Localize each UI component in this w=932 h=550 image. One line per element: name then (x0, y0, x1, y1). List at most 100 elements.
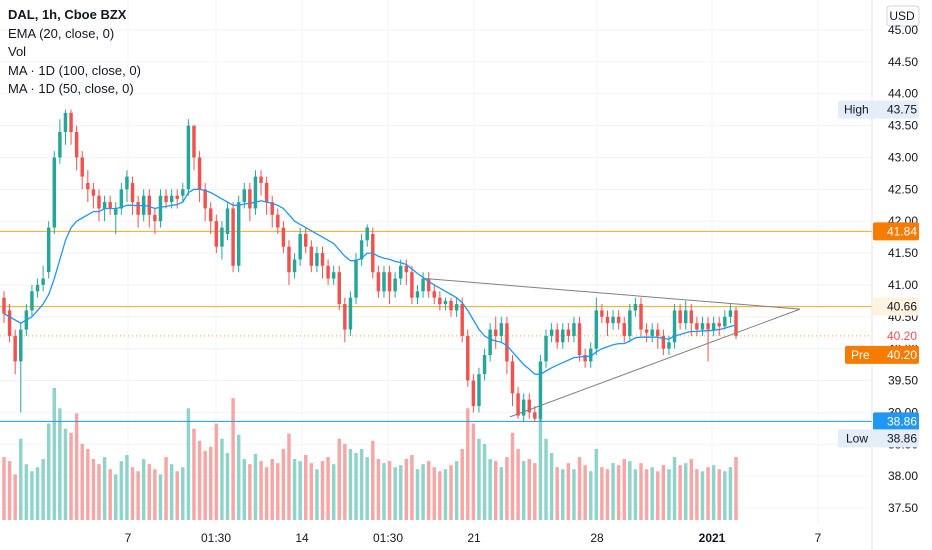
candle (225, 202, 230, 241)
candle (454, 297, 459, 317)
candle (538, 355, 543, 422)
candle (287, 240, 291, 285)
candle (566, 323, 571, 343)
candle-body (175, 195, 179, 199)
mid-level-tag: 40.66 (873, 297, 919, 316)
candle-body (125, 176, 129, 190)
candle (421, 272, 425, 298)
volume-bar (639, 463, 643, 520)
volume-bar (723, 471, 727, 520)
mid-level-tag-value: 40.66 (887, 300, 917, 314)
volume-bar (264, 467, 269, 520)
high-tag-value: 43.75 (887, 103, 917, 117)
volume-bar (292, 459, 297, 520)
candle-body (622, 323, 626, 336)
volume-bar (136, 471, 140, 520)
legend-ma100[interactable]: MA · 1D (100, close, 0) (8, 62, 141, 78)
candle-body (656, 329, 660, 336)
candle-body (320, 253, 325, 266)
ema-line (3, 188, 737, 375)
legend-ma50[interactable]: MA · 1D (50, close, 0) (8, 81, 134, 96)
volume-bar (203, 450, 207, 520)
candle (639, 297, 643, 336)
volume-bar (661, 465, 666, 520)
candle-body (488, 329, 492, 356)
volume-bar (214, 423, 219, 520)
candle (438, 291, 442, 311)
candle-body (443, 300, 448, 305)
volume-bar (689, 459, 694, 520)
volume-bar (616, 465, 621, 520)
legend-vol[interactable]: Vol (8, 44, 27, 59)
volume-bar (46, 423, 51, 520)
volume-bar (326, 457, 330, 520)
candle-body (717, 323, 721, 327)
candle-body (102, 202, 107, 209)
volume-bar (58, 408, 62, 520)
candle-body (326, 265, 330, 279)
candle (236, 195, 241, 273)
candle-body (633, 304, 638, 311)
low-tag-bg (838, 429, 919, 448)
candle-body (304, 233, 308, 247)
candle (292, 253, 297, 279)
volume-bar (30, 471, 34, 520)
chart-grid (0, 0, 872, 524)
high-tag-bg (838, 100, 919, 119)
candle (711, 316, 716, 336)
candle-body (197, 157, 202, 190)
candle-body (343, 304, 347, 330)
candle (555, 323, 559, 349)
candle-body (711, 323, 716, 330)
horizontal-levels[interactable] (0, 230, 872, 422)
currency-box[interactable] (886, 5, 920, 27)
time-tick: 7 (815, 531, 822, 545)
candle-body (52, 157, 57, 228)
candle (7, 304, 12, 343)
candle-body (354, 259, 358, 298)
candle (97, 189, 101, 222)
volume-bar (566, 463, 571, 520)
candle (136, 195, 140, 228)
volume-bar (7, 461, 12, 520)
volume-bar (242, 459, 247, 520)
candle (130, 176, 135, 215)
volume-bar (248, 464, 252, 520)
candle-body (287, 246, 291, 273)
candle (281, 221, 286, 254)
candle-body (644, 329, 649, 333)
candle-body (493, 329, 498, 336)
volume-bar (231, 398, 235, 520)
volume-bar (605, 469, 610, 520)
candle-body (259, 176, 263, 183)
time-tick: 28 (590, 531, 604, 545)
legend-symbol[interactable]: DAL, 1h, Cboe BZX (8, 7, 127, 22)
volume-bar (348, 448, 353, 520)
candle-body (426, 278, 431, 292)
candle (656, 323, 660, 349)
volume-bar (717, 469, 721, 520)
candle (197, 151, 202, 203)
triangle-upper-line[interactable] (424, 278, 801, 310)
candle-body (46, 227, 51, 273)
last-price-tag: 40.20 (873, 326, 919, 345)
currency-label[interactable]: USD (889, 9, 915, 23)
candle (298, 227, 302, 266)
triangle-lower-line[interactable] (509, 308, 801, 418)
volume-bar (695, 469, 699, 520)
candle (147, 189, 152, 228)
time-axis[interactable]: 7 01:30 14 01:30 21 28 2021 7 (125, 531, 822, 545)
candle-body (41, 278, 45, 285)
volume-bar (63, 428, 68, 520)
candle (80, 151, 84, 190)
candle (382, 265, 386, 298)
candle-body (192, 125, 196, 158)
candle (52, 151, 57, 234)
volume-bar (728, 467, 733, 520)
legend-ema[interactable]: EMA (20, close, 0) (8, 25, 115, 41)
candle-body (35, 284, 40, 292)
volume-bar (153, 469, 157, 520)
triangle-drawing[interactable] (424, 278, 801, 418)
volume-bar (220, 438, 224, 520)
